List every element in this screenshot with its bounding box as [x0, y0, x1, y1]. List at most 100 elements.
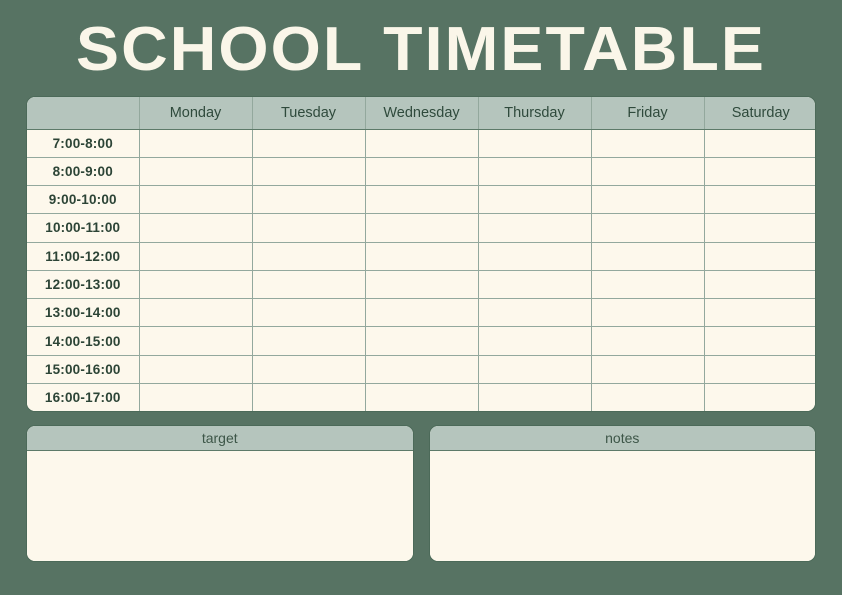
slot-cell-wednesday-8[interactable] — [365, 355, 479, 385]
slot-cell-wednesday-0[interactable] — [365, 129, 479, 158]
slot-cell-saturday-9[interactable] — [704, 383, 815, 411]
timetable-header-row: Monday Tuesday Wednesday Thursday Friday Satu… — [27, 97, 815, 130]
notes-panel: notes — [428, 425, 816, 562]
table-row: 14:00-15:00 — [27, 326, 815, 356]
target-panel-body[interactable] — [27, 451, 413, 561]
slot-cell-thursday-7[interactable] — [478, 326, 592, 356]
slot-cell-saturday-1[interactable] — [704, 157, 815, 187]
table-row: 13:00-14:00 — [27, 298, 815, 328]
slot-cell-monday-2[interactable] — [139, 185, 253, 215]
slot-cell-thursday-5[interactable] — [478, 270, 592, 300]
day-header-thursday: Thursday — [478, 97, 592, 130]
table-row: 10:00-11:00 — [27, 213, 815, 243]
slot-cell-saturday-7[interactable] — [704, 326, 815, 356]
slot-cell-monday-8[interactable] — [139, 355, 253, 385]
day-header-tuesday: Tuesday — [252, 97, 366, 130]
table-row: 7:00-8:00 — [27, 129, 815, 158]
notes-panel-title: notes — [429, 426, 815, 451]
slot-cell-saturday-5[interactable] — [704, 270, 815, 300]
timetable-body: 7:00-8:00 8:00-9:00 9:00-10:00 10:00-11:00 1… — [27, 129, 815, 411]
notes-panel-body[interactable] — [429, 451, 815, 561]
slot-cell-monday-9[interactable] — [139, 383, 253, 411]
slot-cell-tuesday-7[interactable] — [252, 326, 366, 356]
slot-cell-thursday-8[interactable] — [478, 355, 592, 385]
slot-cell-wednesday-9[interactable] — [365, 383, 479, 411]
slot-cell-wednesday-1[interactable] — [365, 157, 479, 187]
slot-cell-monday-5[interactable] — [139, 270, 253, 300]
slot-cell-friday-3[interactable] — [591, 213, 705, 243]
slot-cell-friday-5[interactable] — [591, 270, 705, 300]
timetable-corner-cell — [27, 97, 140, 130]
slot-cell-tuesday-1[interactable] — [252, 157, 366, 187]
slot-cell-friday-7[interactable] — [591, 326, 705, 356]
table-row: 9:00-10:00 — [27, 185, 815, 215]
slot-cell-tuesday-5[interactable] — [252, 270, 366, 300]
slot-cell-thursday-9[interactable] — [478, 383, 592, 411]
slot-cell-tuesday-3[interactable] — [252, 213, 366, 243]
slot-cell-thursday-4[interactable] — [478, 242, 592, 271]
slot-cell-wednesday-5[interactable] — [365, 270, 479, 300]
time-label: 8:00-9:00 — [27, 157, 140, 187]
day-header-friday: Friday — [591, 97, 705, 130]
slot-cell-monday-1[interactable] — [139, 157, 253, 187]
slot-cell-thursday-6[interactable] — [478, 298, 592, 328]
slot-cell-friday-0[interactable] — [591, 129, 705, 158]
time-label: 16:00-17:00 — [27, 383, 140, 411]
target-panel-title: target — [27, 426, 413, 451]
table-row: 15:00-16:00 — [27, 355, 815, 385]
slot-cell-monday-0[interactable] — [139, 129, 253, 158]
timetable-table: Monday Tuesday Wednesday Thursday Friday Satu… — [27, 97, 815, 411]
slot-cell-saturday-2[interactable] — [704, 185, 815, 215]
time-label: 13:00-14:00 — [27, 298, 140, 328]
slot-cell-tuesday-6[interactable] — [252, 298, 366, 328]
slot-cell-monday-4[interactable] — [139, 242, 253, 271]
slot-cell-tuesday-8[interactable] — [252, 355, 366, 385]
slot-cell-friday-9[interactable] — [591, 383, 705, 411]
slot-cell-tuesday-9[interactable] — [252, 383, 366, 411]
slot-cell-monday-7[interactable] — [139, 326, 253, 356]
time-label: 12:00-13:00 — [27, 270, 140, 300]
slot-cell-saturday-4[interactable] — [704, 242, 815, 271]
slot-cell-thursday-0[interactable] — [478, 129, 592, 158]
slot-cell-wednesday-6[interactable] — [365, 298, 479, 328]
slot-cell-friday-6[interactable] — [591, 298, 705, 328]
time-label: 11:00-12:00 — [27, 242, 140, 271]
slot-cell-tuesday-0[interactable] — [252, 129, 366, 158]
time-label: 14:00-15:00 — [27, 326, 140, 356]
page-title: SCHOOL TIMETABLE — [75, 15, 767, 84]
slot-cell-thursday-2[interactable] — [478, 185, 592, 215]
slot-cell-wednesday-3[interactable] — [365, 213, 479, 243]
time-label: 7:00-8:00 — [27, 129, 140, 158]
slot-cell-friday-8[interactable] — [591, 355, 705, 385]
target-panel: target — [26, 425, 414, 562]
slot-cell-saturday-6[interactable] — [704, 298, 815, 328]
slot-cell-saturday-3[interactable] — [704, 213, 815, 243]
slot-cell-wednesday-7[interactable] — [365, 326, 479, 356]
time-label: 9:00-10:00 — [27, 185, 140, 215]
slot-cell-thursday-1[interactable] — [478, 157, 592, 187]
day-header-wednesday: Wednesday — [365, 97, 479, 130]
slot-cell-tuesday-2[interactable] — [252, 185, 366, 215]
timetable-grid: Monday Tuesday Wednesday Thursday Friday Satu… — [26, 96, 816, 412]
table-row: 16:00-17:00 — [27, 383, 815, 411]
slot-cell-tuesday-4[interactable] — [252, 242, 366, 271]
slot-cell-friday-2[interactable] — [591, 185, 705, 215]
slot-cell-friday-4[interactable] — [591, 242, 705, 271]
bottom-panels: target notes — [26, 425, 816, 562]
time-label: 10:00-11:00 — [27, 213, 140, 243]
slot-cell-friday-1[interactable] — [591, 157, 705, 187]
time-label: 15:00-16:00 — [27, 355, 140, 385]
slot-cell-monday-6[interactable] — [139, 298, 253, 328]
slot-cell-thursday-3[interactable] — [478, 213, 592, 243]
slot-cell-saturday-8[interactable] — [704, 355, 815, 385]
slot-cell-monday-3[interactable] — [139, 213, 253, 243]
table-row: 11:00-12:00 — [27, 242, 815, 271]
day-header-monday: Monday — [139, 97, 253, 130]
table-row: 12:00-13:00 — [27, 270, 815, 300]
table-row: 8:00-9:00 — [27, 157, 815, 187]
slot-cell-wednesday-4[interactable] — [365, 242, 479, 271]
slot-cell-saturday-0[interactable] — [704, 129, 815, 158]
day-header-saturday: Saturday — [704, 97, 815, 130]
slot-cell-wednesday-2[interactable] — [365, 185, 479, 215]
